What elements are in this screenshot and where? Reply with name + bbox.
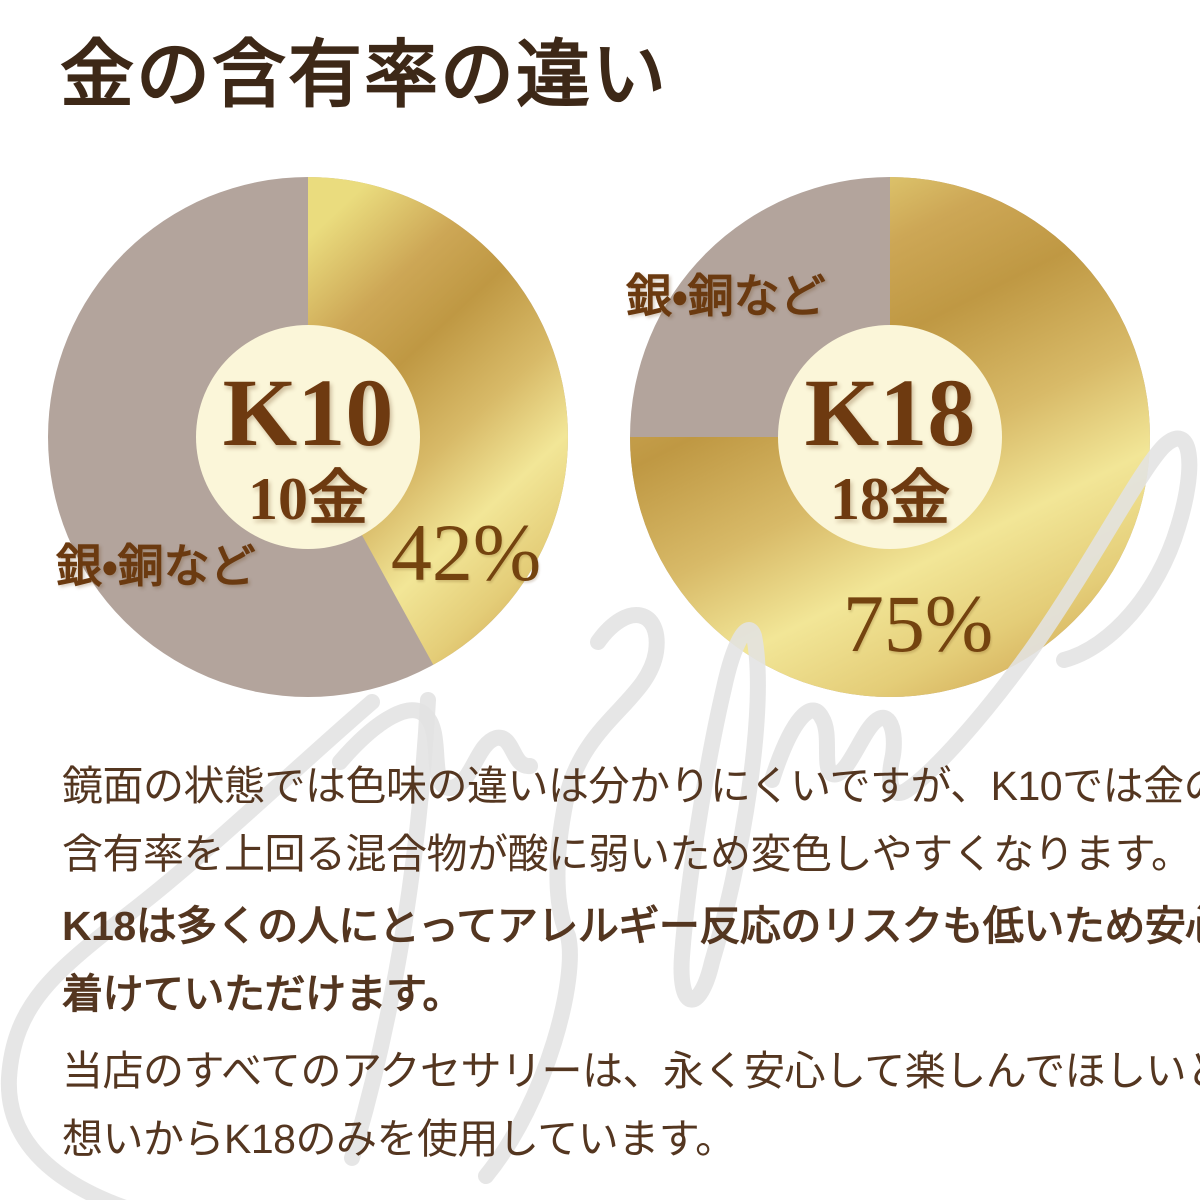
paragraph-line: 当店のすべてのアクセサリーは、永く安心して楽しんでほしいという [62, 1048, 1200, 1094]
signature-stroke [478, 607, 665, 1184]
k18-donut-hole [778, 325, 1002, 549]
paragraph-line: K18は多くの人にとってアレルギー反応のリスクも低いため安心して [62, 903, 1200, 949]
paragraph-line: 想いからK18のみを使用しています。 [62, 1116, 736, 1162]
page-title: 金の含有率の違い [60, 35, 668, 117]
paragraph-allergy: K18は多くの人にとってアレルギー反応のリスクも低いため安心して 着けていただけ… [62, 892, 1200, 1028]
paragraph-line: 含有率を上回る混合物が酸に弱いため変色しやすくなります。 [62, 831, 1192, 877]
k18-donut-chart [630, 177, 1150, 697]
paragraph-line: 着けていただけます。 [62, 971, 463, 1017]
paragraph-line: 鏡面の状態では色味の違いは分かりにくいですが、K10では金の [62, 763, 1200, 809]
signature-stroke [332, 702, 538, 796]
signature-stroke [0, 694, 380, 1200]
k10-donut-chart [48, 177, 568, 697]
signature-stroke [344, 692, 436, 1166]
k10-donut-hole [196, 325, 420, 549]
k10-gold-slice [308, 177, 568, 665]
paragraph-shop-policy: 当店のすべてのアクセサリーは、永く安心して楽しんでほしいという 想いからK18の… [62, 1037, 1200, 1173]
paragraph-discoloration: 鏡面の状態では色味の違いは分かりにくいですが、K10では金の 含有率を上回る混合… [62, 752, 1200, 888]
